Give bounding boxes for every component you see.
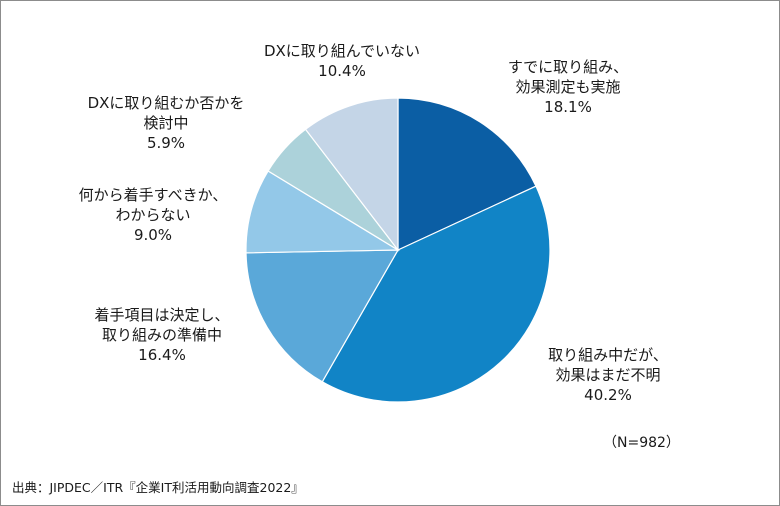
sample-size-note: （N=982） bbox=[603, 435, 680, 451]
slice-label: 取り組み中だが、効果はまだ不明 40.2% bbox=[548, 346, 668, 404]
pie-slice bbox=[321, 185, 551, 403]
pie-slices bbox=[245, 97, 551, 403]
pie-slice bbox=[304, 97, 399, 252]
pie-slice bbox=[245, 170, 401, 254]
slice-label: DXに取り組んでいない 10.4% bbox=[264, 42, 420, 80]
slice-label: 何から着手すべきか、わからない 9.0% bbox=[79, 186, 228, 244]
pie-slice bbox=[397, 97, 537, 251]
slice-label: DXに取り組むか否かを検討中 5.9% bbox=[88, 94, 245, 152]
pie-slice bbox=[245, 249, 400, 383]
slice-label: 着手項目は決定し、取り組みの準備中 16.4% bbox=[94, 306, 229, 364]
pie-labels: すでに取り組み、効果測定も実施 18.1% 取り組み中だが、効果はまだ不明 40.2%… bbox=[79, 42, 668, 404]
source-note: 出典：JIPDEC／ITR『企業IT利活用動向調査2022』 bbox=[12, 480, 304, 495]
slice-label: すでに取り組み、効果測定も実施 18.1% bbox=[508, 58, 628, 116]
